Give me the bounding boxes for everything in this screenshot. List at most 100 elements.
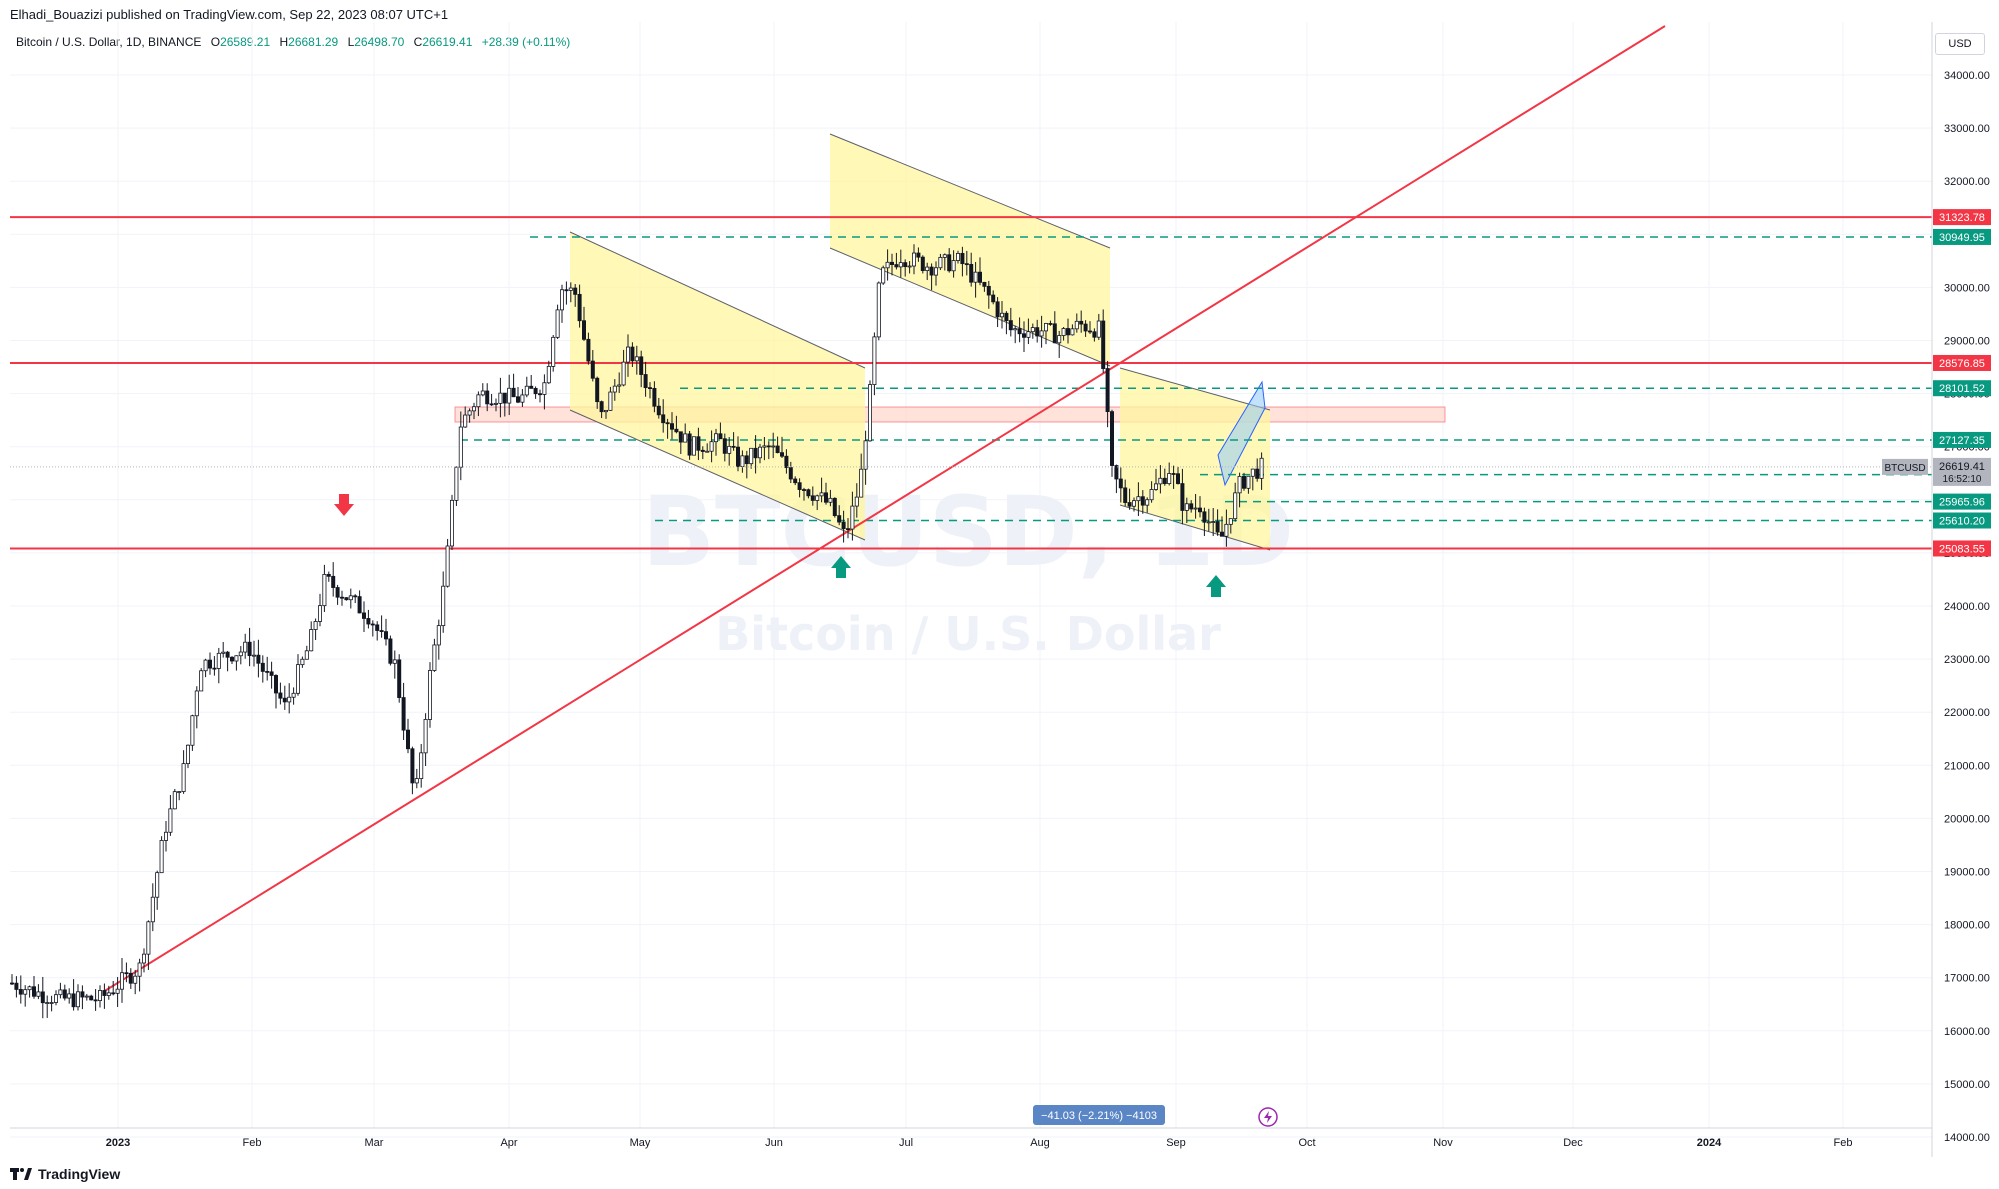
- candle-body: [49, 1002, 54, 1004]
- candle-body: [846, 528, 851, 531]
- candle-body: [1167, 473, 1172, 485]
- candle-body: [300, 658, 305, 666]
- candle-body: [617, 384, 622, 387]
- candle-body: [98, 990, 103, 1001]
- candle-body: [524, 385, 529, 396]
- candle-body: [1083, 323, 1088, 332]
- candle-body: [177, 791, 182, 793]
- red-level-label-bg: [1933, 540, 1991, 557]
- candle-body: [740, 455, 745, 467]
- candle-body: [1000, 312, 1005, 318]
- candle-body: [62, 989, 67, 999]
- candle-body: [978, 271, 983, 283]
- candle-body: [1022, 333, 1027, 338]
- dashed-level-label-bg: [1933, 512, 1991, 529]
- time-axis[interactable]: 2023 Feb Mar Apr May Jun Jul Aug Sep Oct Nov Dec 202…: [106, 1137, 1853, 1149]
- candle-body: [560, 289, 565, 311]
- ascending-trendline[interactable]: [102, 25, 1666, 993]
- y-tick-label: 29000.00: [1944, 336, 1990, 348]
- red-level-label-bg: [1933, 209, 1991, 226]
- channel-2-bottom[interactable]: [829, 247, 1111, 367]
- candle-body: [1044, 323, 1049, 332]
- candle-body: [1162, 477, 1167, 485]
- candle-body: [639, 356, 644, 375]
- dashed-level-label: 27127.35: [1939, 435, 1985, 447]
- level-labels: 30949.9528101.5227127.3526474.1925965.96…: [10, 209, 1991, 557]
- channel-2-top[interactable]: [829, 133, 1111, 249]
- candle-body: [934, 267, 939, 276]
- candle-body: [322, 574, 327, 607]
- candle-body: [916, 252, 921, 258]
- dashed-level-label: 25610.20: [1939, 515, 1985, 527]
- descending-channel-3[interactable]: [1120, 368, 1270, 550]
- candle-body: [1070, 328, 1075, 336]
- y-tick-label: 20000.00: [1944, 813, 1990, 825]
- candle-body: [788, 467, 793, 480]
- channel-3-top[interactable]: [1119, 367, 1271, 411]
- candle-body: [850, 505, 855, 530]
- dashed-levels[interactable]: [460, 236, 1932, 522]
- dashed-level-label: 25965.96: [1939, 497, 1985, 509]
- candle-body: [630, 346, 635, 362]
- candle-body: [546, 365, 551, 384]
- candle-body: [155, 872, 160, 898]
- candle-body: [551, 336, 556, 367]
- candle-body: [898, 262, 903, 268]
- candle-body: [199, 670, 204, 692]
- candle-body: [1215, 521, 1220, 533]
- channel-1-bottom[interactable]: [569, 409, 866, 541]
- candle-body: [718, 433, 723, 440]
- candle-body: [863, 440, 868, 470]
- lightning-icon[interactable]: [1258, 1107, 1278, 1127]
- low-label: L: [347, 35, 355, 49]
- candle-body: [480, 390, 485, 396]
- candle-body: [1074, 320, 1079, 330]
- candle-body: [903, 262, 908, 268]
- candle-body: [181, 763, 186, 792]
- candle-body: [216, 652, 221, 669]
- red-levels[interactable]: [10, 216, 1932, 550]
- candle-body: [309, 629, 314, 652]
- descending-channel-2[interactable]: [830, 134, 1110, 366]
- channel-3-bottom[interactable]: [1119, 504, 1271, 551]
- candle-body: [1250, 468, 1255, 477]
- candle-body: [912, 252, 917, 267]
- high-label: H: [279, 35, 289, 49]
- dashed-level-label-bg: [1933, 380, 1991, 397]
- x-tick-label: Jul: [899, 1137, 913, 1149]
- measure-box: [1033, 1105, 1165, 1125]
- candle-body: [80, 991, 85, 998]
- candle-body: [1145, 499, 1150, 506]
- candle-body: [410, 748, 415, 784]
- tradingview-logo[interactable]: TradingView: [10, 1166, 120, 1182]
- high-value: 26681.29: [288, 35, 339, 49]
- candle-body: [185, 744, 190, 765]
- candle-body: [771, 445, 776, 448]
- channel-1-top[interactable]: [569, 231, 866, 369]
- candle-body: [1237, 476, 1242, 494]
- candle-body: [731, 445, 736, 448]
- candle-body: [71, 993, 76, 1008]
- candle-body: [797, 482, 802, 490]
- candle-body: [436, 625, 441, 646]
- candle-body: [775, 445, 780, 454]
- y-tick-label: 34000.00: [1944, 70, 1990, 82]
- dashed-level-label-bg: [1933, 493, 1991, 510]
- candle-body: [714, 433, 719, 443]
- candle-body: [599, 401, 604, 413]
- currency-selector[interactable]: USD: [1935, 33, 1985, 55]
- rising-flag[interactable]: [1217, 380, 1266, 487]
- candle-body: [1211, 521, 1216, 523]
- candle-body: [982, 281, 987, 287]
- candle-body: [194, 690, 199, 717]
- candle-body: [665, 422, 670, 425]
- candle-body: [36, 991, 41, 997]
- low-value: 26498.70: [354, 35, 405, 49]
- candle-body: [806, 489, 811, 497]
- candle-body: [661, 414, 666, 424]
- x-tick-label: Nov: [1433, 1137, 1453, 1149]
- y-tick-label: 24000.00: [1944, 601, 1990, 613]
- x-tick-label: 2024: [1697, 1137, 1722, 1149]
- candle-body: [538, 393, 543, 396]
